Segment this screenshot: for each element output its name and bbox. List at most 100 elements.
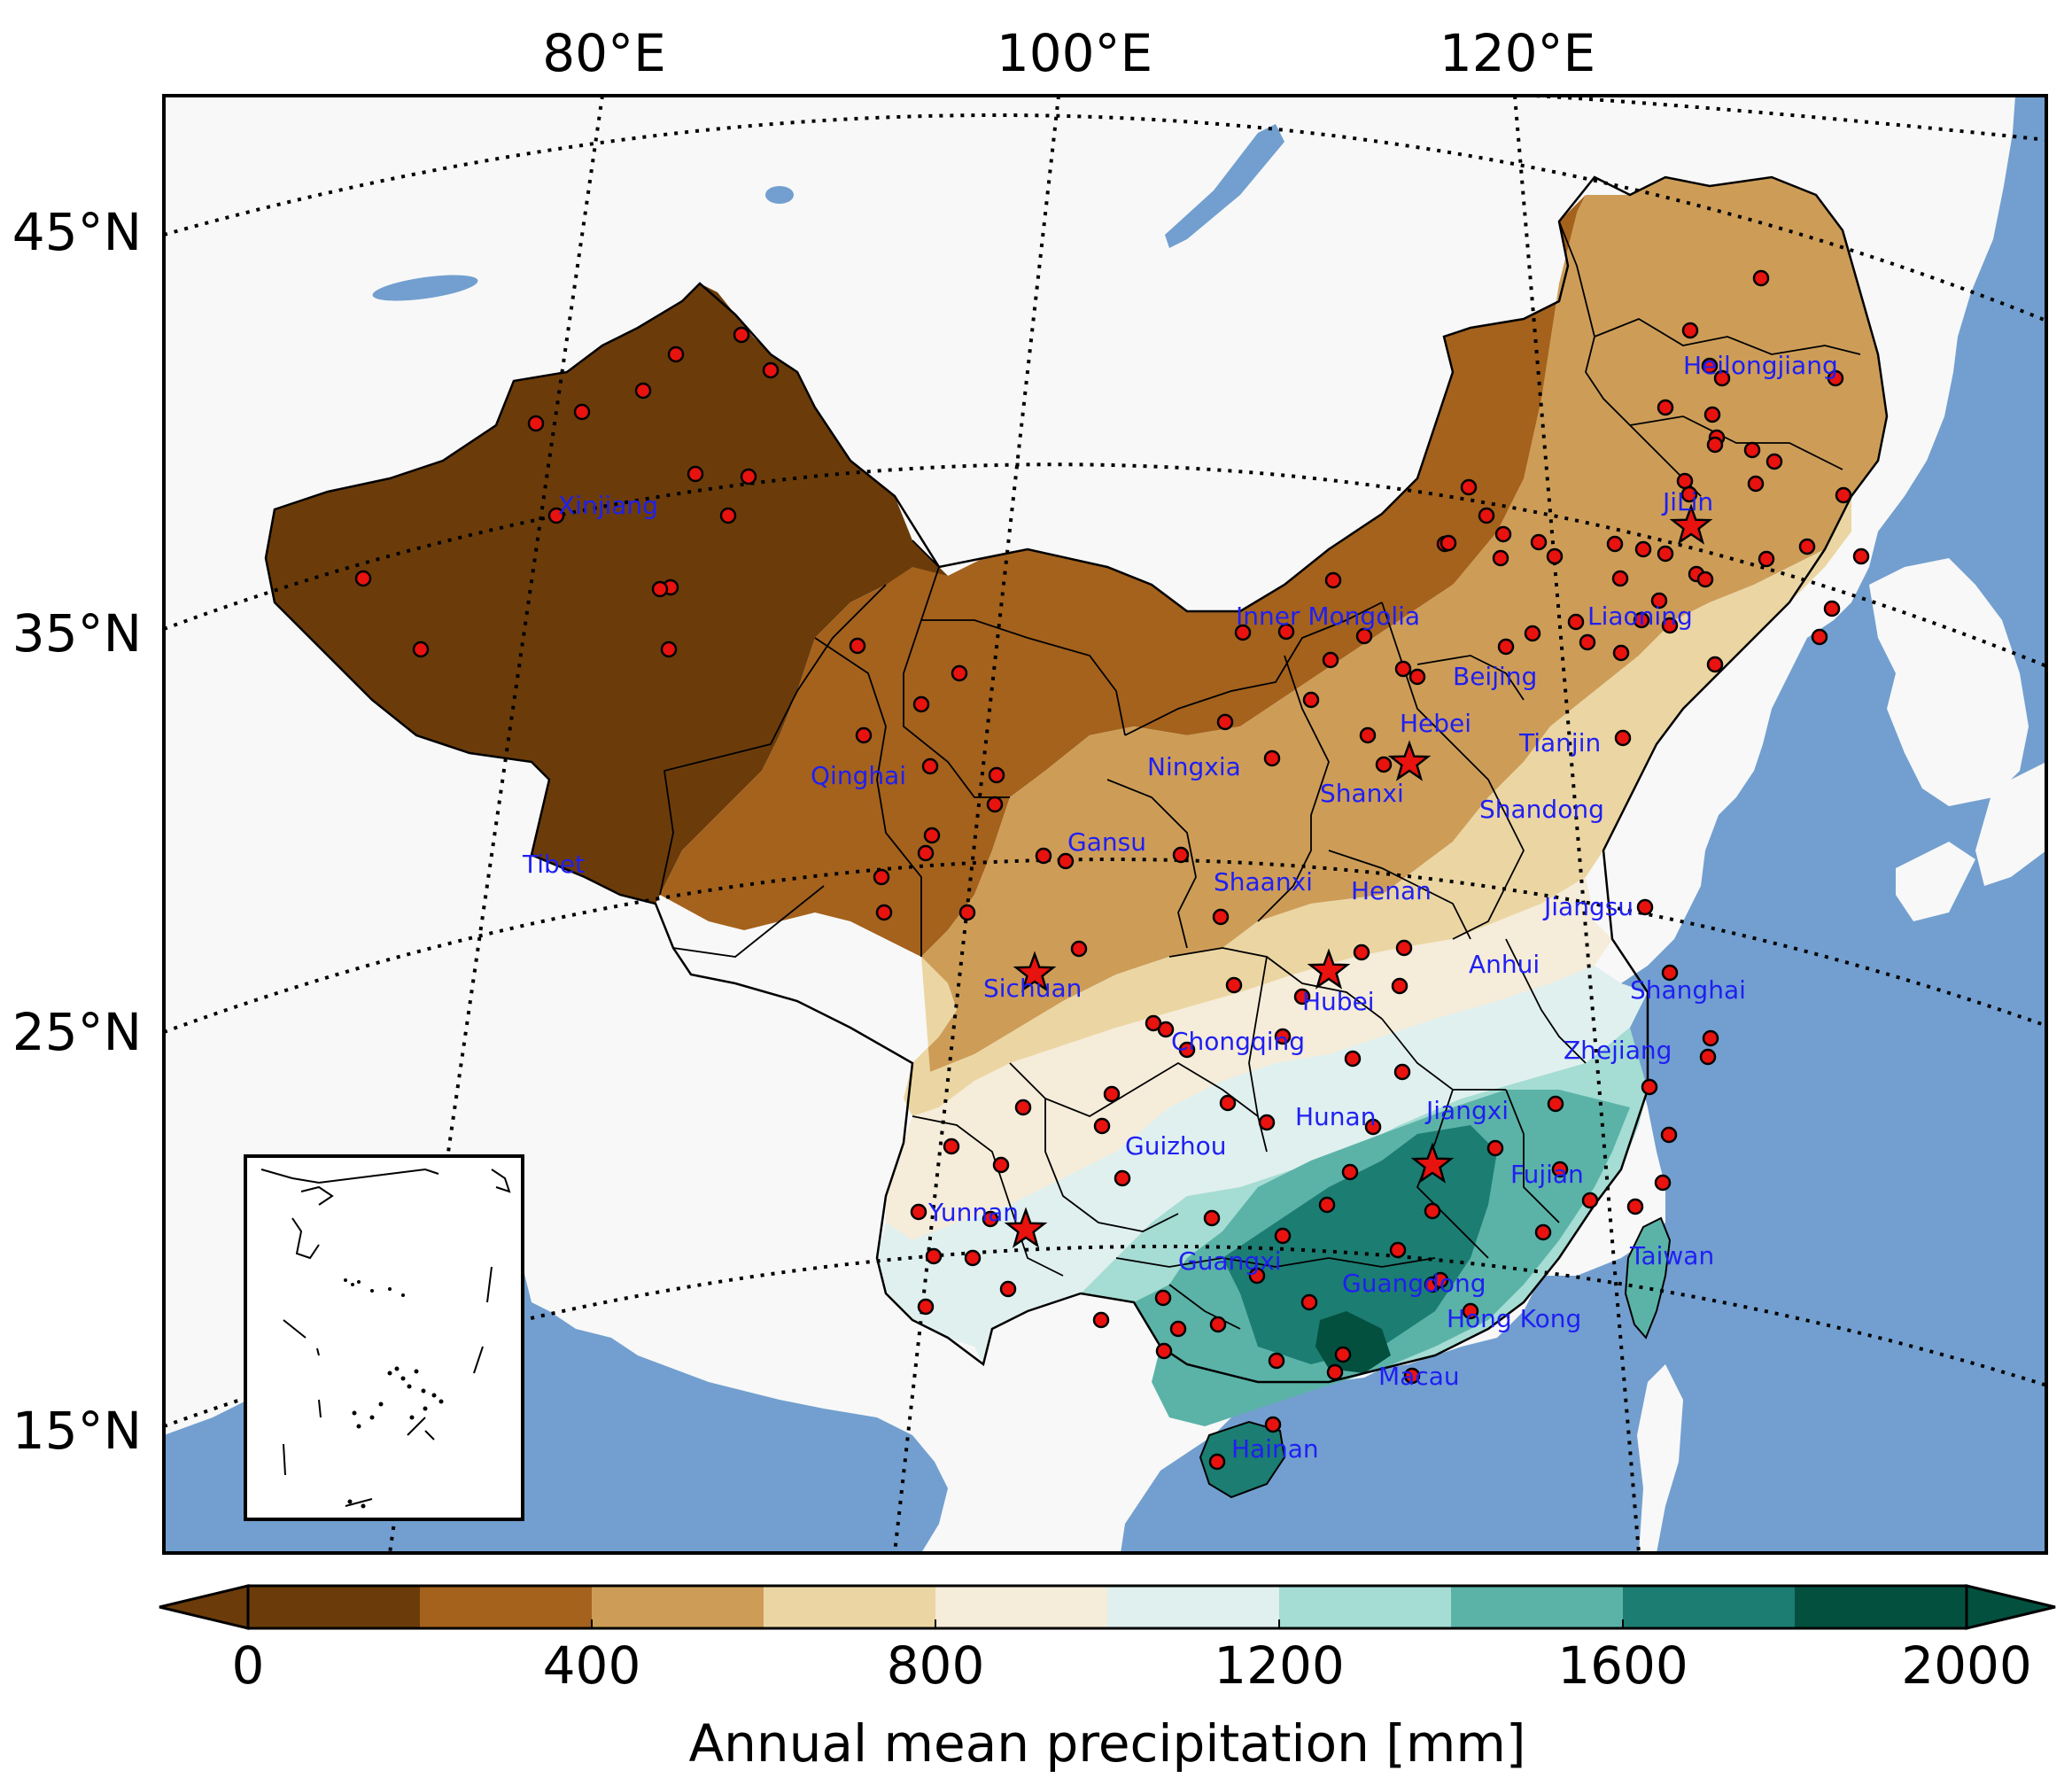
station-marker [1318, 1196, 1336, 1214]
colorbar-segments [248, 1586, 1967, 1628]
station-marker [1324, 571, 1342, 589]
station-marker [1657, 545, 1674, 563]
colorbar-ticks: 0 400 800 1200 1600 2000 [232, 1619, 2032, 1696]
station-marker [1534, 1223, 1552, 1241]
station-marker [1713, 369, 1731, 387]
station-marker [1326, 1363, 1344, 1381]
station-marker [1702, 1029, 1719, 1047]
station-marker [687, 465, 704, 483]
station-marker [1216, 713, 1234, 731]
station-marker [855, 726, 873, 744]
star-marker [1669, 503, 1713, 545]
station-marker [762, 361, 780, 379]
station-marker [917, 1298, 935, 1316]
colorbar-segment [420, 1586, 592, 1628]
station-marker [1408, 668, 1426, 686]
station-marker [1403, 1367, 1421, 1385]
province-label-gansu: Gansu [1067, 827, 1146, 857]
station-marker [1234, 624, 1252, 641]
station-marker [1440, 534, 1457, 552]
province-label-hunan: Hunan [1295, 1102, 1376, 1131]
station-marker [1172, 846, 1190, 864]
station-marker [1567, 613, 1585, 631]
station-marker [1341, 1163, 1359, 1181]
station-marker [910, 1203, 927, 1221]
station-marker [1706, 436, 1724, 454]
station-marker [1277, 623, 1295, 641]
station-marker [1334, 1346, 1352, 1363]
station-marker [1581, 1192, 1599, 1209]
colorbar-tick-label: 400 [543, 1635, 641, 1696]
station-marker [1636, 898, 1654, 916]
precip-band-200-400 [660, 177, 1595, 957]
station-marker [1353, 943, 1370, 961]
precip-contours [266, 177, 1887, 1426]
station-marker [1070, 940, 1088, 958]
station-marker [1706, 656, 1724, 673]
station-marker [1758, 550, 1775, 568]
station-marker [1530, 533, 1548, 551]
station-marker [1492, 549, 1509, 567]
station-marker [1524, 625, 1541, 642]
colorbar-tick-label: 800 [887, 1635, 985, 1696]
station-marker [1225, 976, 1243, 994]
lon-label-80e: 80°E [542, 23, 665, 83]
province-label-heilongjiang: Heilongjiang [1683, 351, 1838, 380]
korean-peninsula [1869, 558, 2029, 806]
station-marker [917, 844, 935, 862]
station-marker [354, 570, 372, 587]
station-marker [999, 1280, 1017, 1298]
station-marker [1293, 988, 1311, 1006]
station-marker [1219, 1094, 1237, 1112]
lat-label-45n: 45°N [12, 202, 142, 262]
station-marker [1747, 475, 1765, 493]
station-marker [1497, 638, 1515, 656]
inset-coastline [260, 1168, 511, 1507]
province-label-fujian: Fujian [1510, 1160, 1584, 1189]
lake-balkhash [372, 275, 478, 301]
station-marker [1551, 1161, 1569, 1178]
station-marker [1393, 1063, 1411, 1081]
station-marker [1460, 478, 1478, 496]
station-marker [951, 664, 968, 682]
station-marker [1154, 1289, 1172, 1307]
station-marker [1432, 1271, 1449, 1289]
station-marker [1035, 847, 1052, 865]
station-marker [1612, 644, 1630, 662]
station-marker [1633, 611, 1650, 629]
station-marker [1611, 570, 1629, 587]
colorbar: 0 400 800 1200 1600 2000 Annual mean precipit… [159, 1584, 2056, 1774]
station-marker [1014, 1099, 1032, 1116]
station-marker [1322, 651, 1339, 669]
station-marker [1114, 1169, 1131, 1187]
colorbar-segment [1279, 1586, 1451, 1628]
province-label-tianjin: Tianjin [1518, 728, 1601, 757]
station-marker [740, 468, 757, 485]
province-label-qinghai: Qinghai [811, 761, 906, 790]
precip-band-400-600 [912, 177, 1887, 1072]
station-marker [1302, 691, 1320, 709]
station-marker [651, 580, 669, 598]
station-marker [1364, 1118, 1382, 1136]
station-marker [1661, 964, 1679, 982]
station-marker [1145, 1014, 1162, 1032]
colorbar-tick-label: 2000 [1901, 1635, 2032, 1696]
province-label-jilin: JiLin [1661, 487, 1713, 516]
station-marker [1699, 1048, 1717, 1066]
station-marker [992, 1156, 1010, 1174]
colorbar-extend-low [159, 1584, 250, 1630]
station-marker [1835, 486, 1852, 504]
station-marker [634, 382, 652, 400]
station-marker [1811, 628, 1828, 646]
precip-band-600-800 [904, 496, 1851, 1116]
colorbar-title: Annual mean precipitation [mm] [688, 1713, 1525, 1774]
station-marker [1765, 453, 1783, 470]
colorbar-frame [246, 1584, 1968, 1630]
province-label-henan: Henan [1351, 876, 1432, 905]
lon-label-100e: 100°E [997, 23, 1152, 83]
station-marker [1657, 399, 1674, 416]
lat-label-25n: 25°N [12, 1002, 142, 1062]
station-marker [1395, 939, 1413, 957]
station-marker [1626, 1198, 1644, 1215]
